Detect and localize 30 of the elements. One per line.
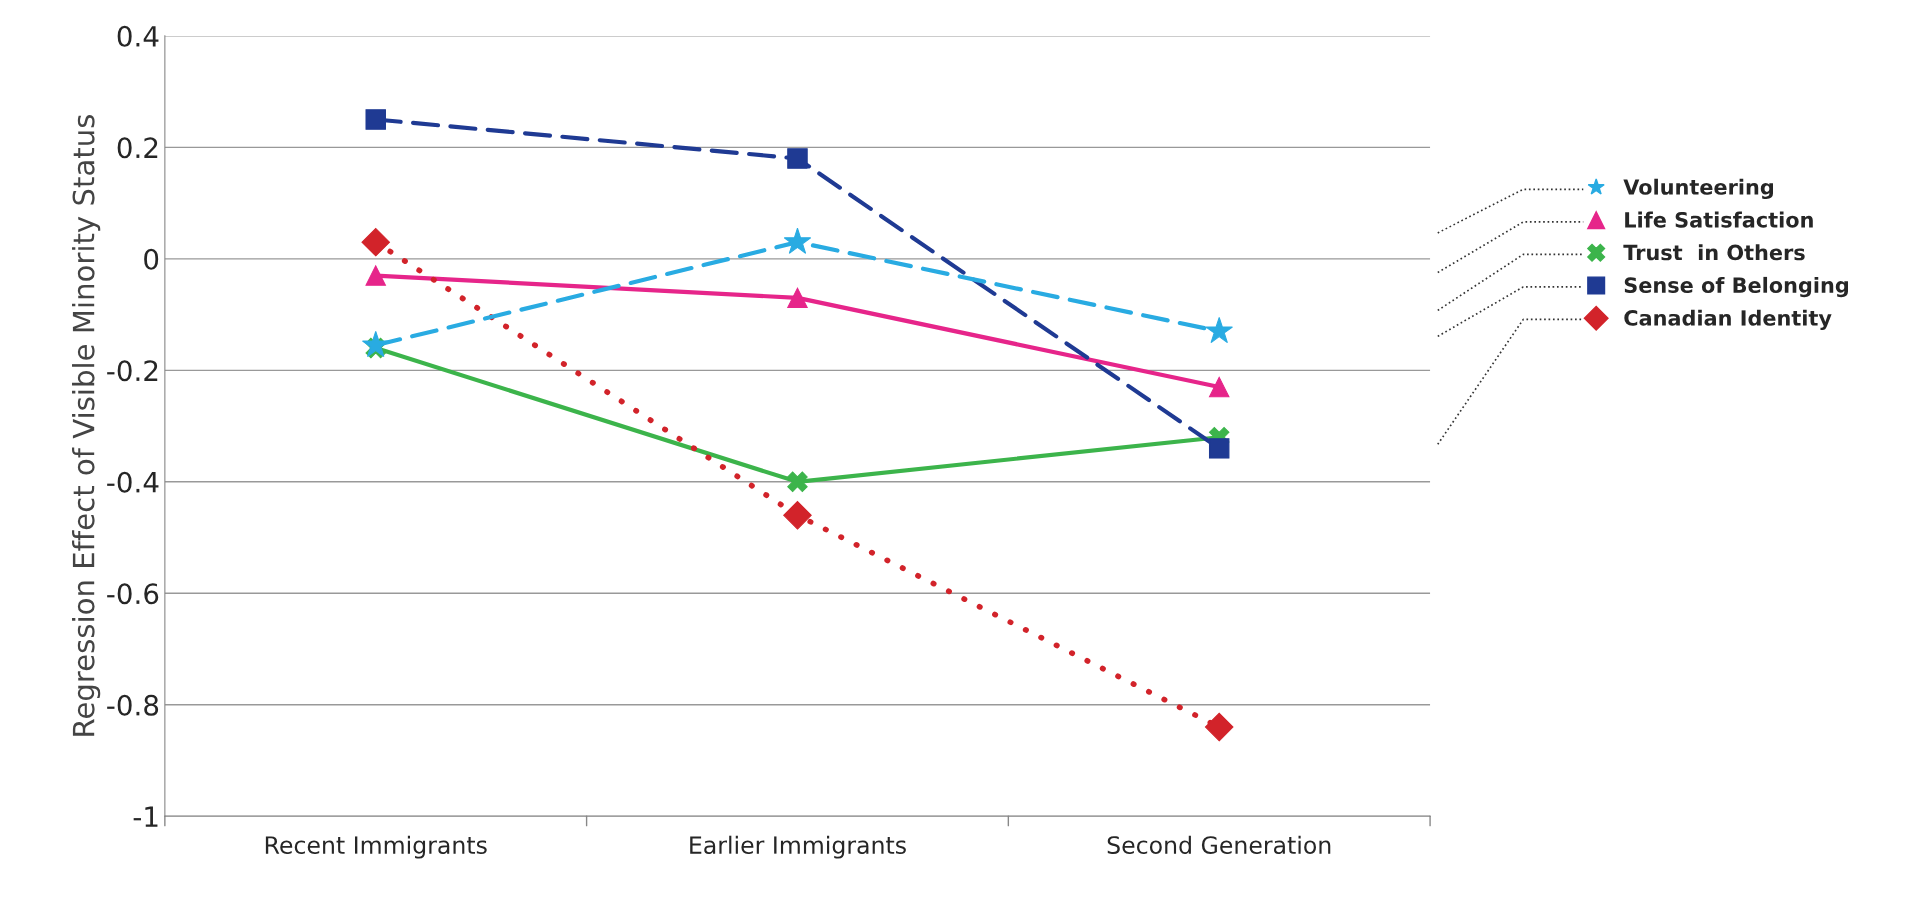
legend-label: Canadian Identity <box>1624 309 1832 331</box>
point <box>365 109 386 130</box>
point <box>1204 712 1234 742</box>
point <box>361 227 390 257</box>
y-tick-label: -0.2 <box>107 360 158 382</box>
point <box>783 227 812 254</box>
point <box>787 287 808 309</box>
y-tick-label: -0.8 <box>107 694 159 716</box>
x-tick-label: Earlier Immigrants <box>690 835 906 859</box>
point <box>1208 438 1230 459</box>
y-tick-label: -0.6 <box>107 583 159 605</box>
y-tick-label: -1 <box>133 806 158 827</box>
point <box>787 471 808 493</box>
legend-label: Life Satisfaction <box>1625 211 1813 228</box>
y-axis-title: Regression Effect of Visible Minority Status <box>72 115 101 736</box>
point <box>787 148 808 169</box>
point <box>1205 316 1233 344</box>
legend-label: Volunteering <box>1623 178 1773 200</box>
legend-label: Trust in Others <box>1623 244 1805 261</box>
y-tick-label: 0.4 <box>117 25 159 47</box>
x-tick-label: Second Generation <box>1107 835 1331 854</box>
y-tick-label: 0 <box>144 248 159 270</box>
point <box>362 330 390 357</box>
point <box>1208 376 1230 398</box>
y-tick-label: 0.2 <box>117 137 158 159</box>
point <box>783 500 812 530</box>
x-tick-label: Recent Immigrants <box>265 835 487 859</box>
legend-label: Sense of Belonging <box>1624 276 1848 298</box>
y-tick-label: -0.4 <box>107 471 159 493</box>
point <box>365 265 386 286</box>
